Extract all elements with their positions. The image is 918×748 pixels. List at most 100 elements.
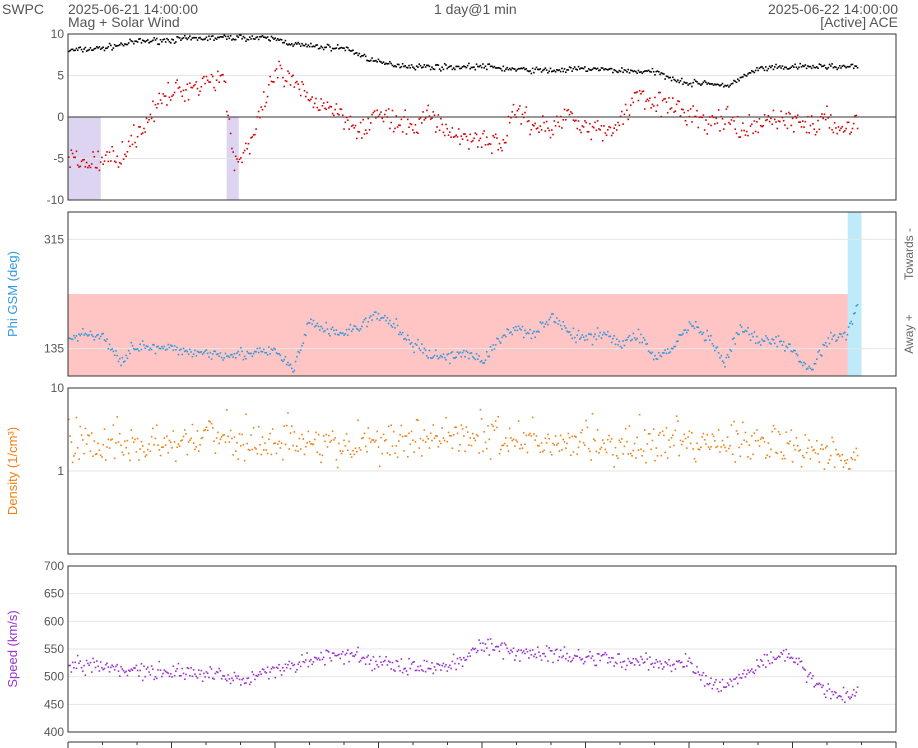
data-point (343, 439, 345, 442)
data-point (599, 128, 601, 131)
data-point (601, 139, 604, 142)
data-point (327, 44, 330, 46)
data-point (790, 124, 793, 127)
data-point (71, 338, 74, 341)
data-point (561, 449, 563, 451)
data-point (400, 65, 403, 68)
data-point (591, 343, 594, 346)
data-point (655, 70, 658, 73)
data-point (371, 113, 373, 116)
data-point (171, 345, 173, 348)
data-point (305, 43, 307, 45)
data-point (725, 356, 728, 359)
data-point (838, 694, 841, 697)
data-point (398, 333, 400, 336)
data-point (529, 649, 531, 652)
data-point (269, 353, 271, 355)
data-point (790, 656, 793, 659)
data-point (702, 671, 705, 674)
data-point (470, 66, 473, 69)
data-point (401, 62, 404, 65)
data-point (268, 346, 270, 348)
data-point (284, 663, 287, 666)
data-point (513, 659, 516, 661)
data-point (450, 667, 452, 670)
data-point (218, 667, 220, 670)
data-point (275, 39, 278, 42)
data-point (262, 91, 265, 93)
data-point (350, 456, 353, 458)
data-point (322, 330, 325, 333)
data-point (352, 655, 354, 657)
data-point (293, 43, 296, 46)
data-point (688, 321, 691, 323)
data-point (687, 436, 689, 438)
data-point (236, 441, 238, 444)
data-point (842, 466, 845, 468)
data-point (289, 432, 292, 434)
data-point (410, 341, 413, 344)
data-point (488, 654, 491, 656)
data-point (250, 434, 252, 436)
data-point (108, 343, 111, 346)
data-point (710, 334, 712, 337)
data-point (754, 669, 757, 672)
data-point (120, 444, 122, 447)
data-point (134, 141, 136, 144)
data-point (363, 53, 366, 56)
data-point (367, 117, 370, 120)
data-point (218, 442, 220, 445)
data-point (689, 442, 692, 445)
data-point (420, 343, 423, 345)
data-point (130, 341, 133, 344)
data-point (767, 442, 770, 444)
data-point (319, 329, 321, 331)
data-point (475, 433, 478, 436)
data-point (838, 455, 841, 457)
data-point (395, 318, 398, 320)
data-point (650, 448, 652, 451)
data-point (851, 127, 854, 130)
data-point (110, 160, 112, 162)
data-point (382, 660, 385, 663)
data-point (370, 441, 372, 444)
data-point (153, 343, 155, 346)
data-point (823, 64, 826, 67)
data-point (547, 323, 549, 326)
data-point (636, 337, 638, 340)
data-point (334, 47, 336, 50)
data-point (628, 660, 631, 663)
data-point (343, 128, 345, 130)
data-point (520, 649, 522, 652)
data-point (459, 656, 461, 659)
data-point (846, 458, 849, 461)
data-point (742, 76, 744, 78)
data-point (396, 660, 399, 663)
data-point (463, 65, 465, 67)
data-point (173, 674, 176, 677)
data-point (636, 436, 638, 439)
data-point (730, 680, 733, 682)
data-point (159, 99, 162, 101)
data-point (428, 349, 431, 352)
data-point (167, 343, 169, 346)
data-point (575, 68, 577, 70)
data-point (763, 440, 766, 443)
data-point (710, 83, 712, 85)
data-point (196, 430, 199, 432)
data-point (85, 333, 88, 336)
data-point (104, 47, 107, 50)
data-point (330, 659, 333, 662)
data-point (312, 661, 315, 663)
data-point (129, 352, 131, 355)
data-point (814, 66, 817, 69)
data-point (254, 446, 256, 449)
data-point (554, 649, 557, 652)
data-point (489, 143, 492, 145)
data-point (82, 439, 84, 441)
data-point (798, 657, 800, 660)
data-point (121, 451, 124, 454)
data-point (299, 349, 302, 352)
data-point (84, 674, 87, 676)
